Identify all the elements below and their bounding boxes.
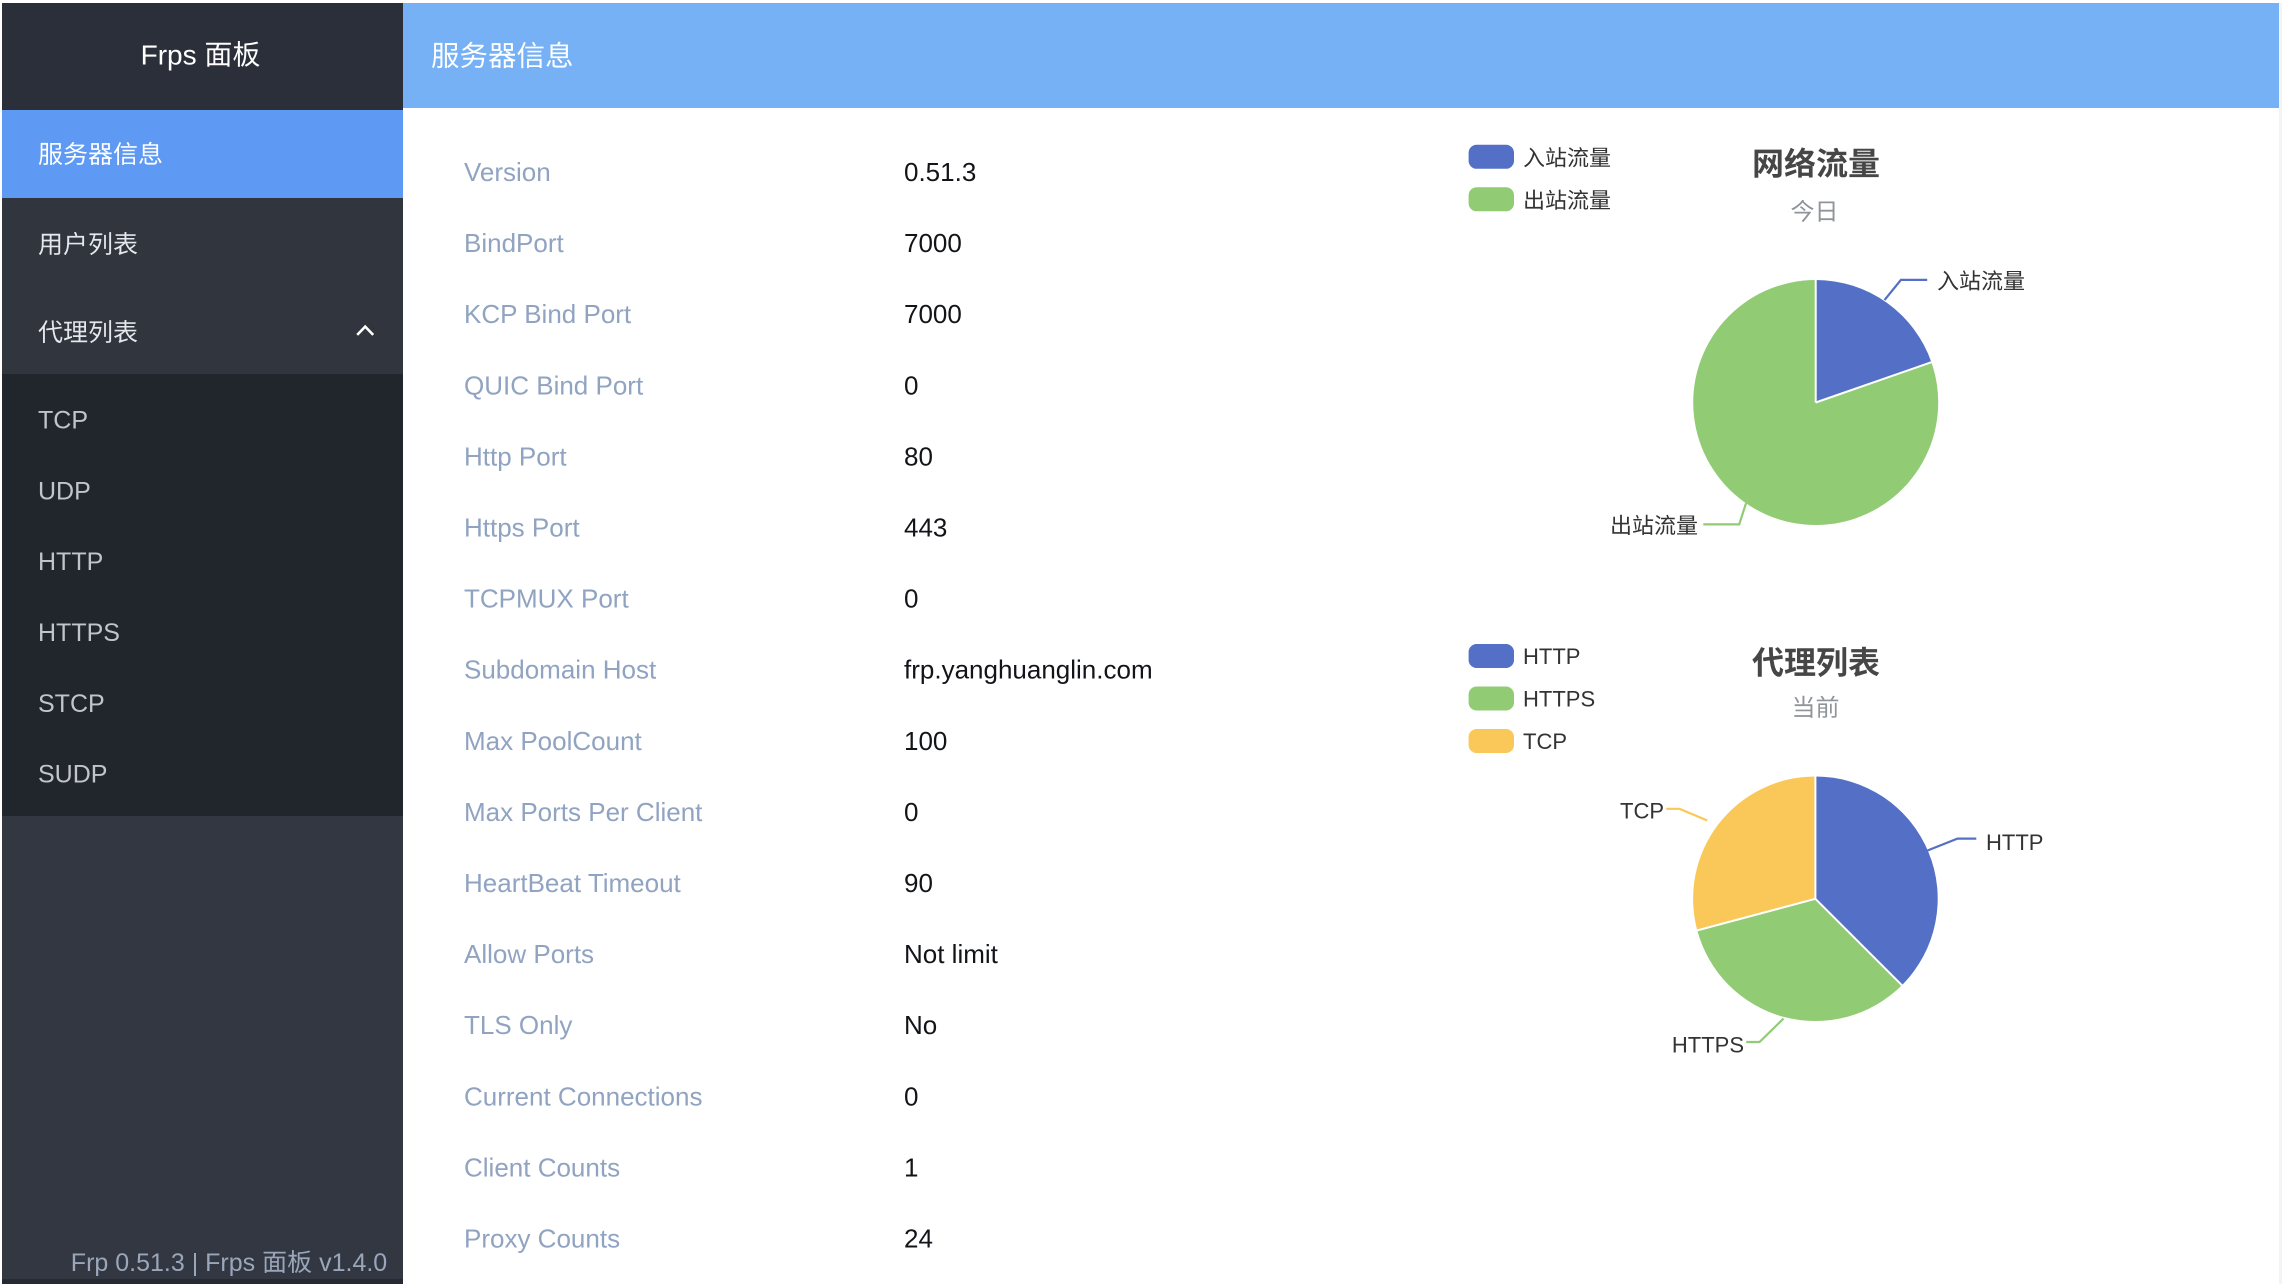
svg-text:80: 80: [904, 441, 933, 471]
svg-text:UDP: UDP: [38, 477, 91, 505]
svg-text:STCP: STCP: [38, 690, 105, 718]
svg-text:HTTPS: HTTPS: [1672, 1033, 1744, 1058]
svg-text:0.51.3: 0.51.3: [904, 157, 976, 187]
svg-text:HTTP: HTTP: [1523, 644, 1580, 669]
svg-text:0: 0: [904, 797, 918, 827]
svg-text:Max Ports Per Client: Max Ports Per Client: [464, 797, 703, 827]
svg-text:Max PoolCount: Max PoolCount: [464, 726, 643, 756]
svg-text:HeartBeat Timeout: HeartBeat Timeout: [464, 868, 682, 898]
svg-text:7000: 7000: [904, 299, 962, 329]
svg-text:Frp 0.51.3 | Frps: Frp 0.51.3 | Frps: [71, 1249, 255, 1277]
svg-text:HTTPS: HTTPS: [1523, 687, 1595, 712]
svg-text:Https Port: Https Port: [464, 513, 580, 543]
svg-text:443: 443: [904, 513, 947, 543]
svg-text:frp.yanghuanglin.com: frp.yanghuanglin.com: [904, 655, 1153, 685]
svg-text:Frps: Frps: [141, 40, 197, 71]
svg-text:0: 0: [904, 370, 918, 400]
svg-text:Http Port: Http Port: [464, 441, 567, 471]
svg-text:100: 100: [904, 726, 947, 756]
svg-text:QUIC Bind Port: QUIC Bind Port: [464, 370, 644, 400]
svg-text:KCP Bind Port: KCP Bind Port: [464, 299, 632, 329]
svg-text:TCPMUX Port: TCPMUX Port: [464, 584, 629, 614]
svg-text:HTTP: HTTP: [1986, 830, 2043, 855]
svg-text:TLS Only: TLS Only: [464, 1010, 572, 1040]
svg-text:Subdomain Host: Subdomain Host: [464, 655, 657, 685]
svg-text:24: 24: [904, 1224, 933, 1254]
svg-text:1: 1: [904, 1152, 918, 1182]
svg-text:0: 0: [904, 584, 918, 614]
svg-text:Current Connections: Current Connections: [464, 1081, 702, 1111]
svg-text:Proxy Counts: Proxy Counts: [464, 1224, 620, 1254]
svg-text:v1.4.0: v1.4.0: [319, 1249, 387, 1277]
svg-text:TCP: TCP: [38, 407, 88, 435]
svg-text:7000: 7000: [904, 228, 962, 258]
svg-text:Not limit: Not limit: [904, 939, 999, 969]
svg-text:TCP: TCP: [1620, 798, 1664, 823]
svg-text:Client Counts: Client Counts: [464, 1152, 620, 1182]
svg-text:No: No: [904, 1010, 937, 1040]
svg-text:90: 90: [904, 868, 933, 898]
svg-text:Allow Ports: Allow Ports: [464, 939, 594, 969]
svg-text:Version: Version: [464, 157, 551, 187]
svg-text:BindPort: BindPort: [464, 228, 564, 258]
svg-text:0: 0: [904, 1081, 918, 1111]
svg-text:HTTP: HTTP: [38, 548, 103, 576]
svg-text:TCP: TCP: [1523, 729, 1567, 754]
svg-text:SUDP: SUDP: [38, 761, 107, 789]
svg-text:HTTPS: HTTPS: [38, 619, 120, 647]
